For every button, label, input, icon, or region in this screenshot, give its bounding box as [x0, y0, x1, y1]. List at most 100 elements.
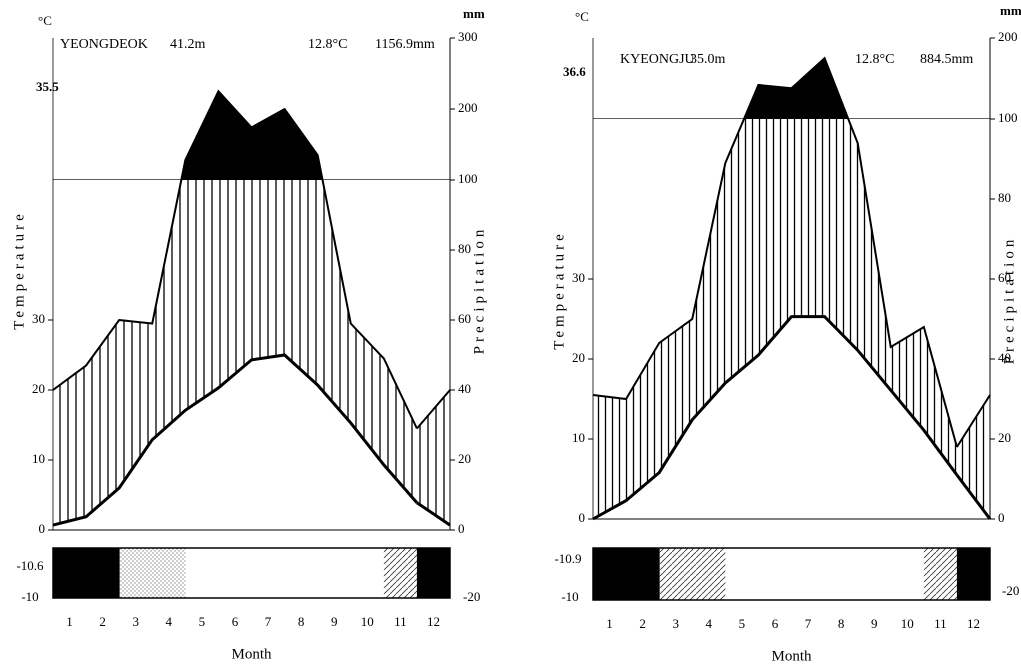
y-tick-label: 0 [579, 510, 586, 525]
frost-month [53, 548, 87, 598]
wrap-segment [416, 501, 451, 527]
max-temp: 36.6 [563, 64, 586, 79]
y2-tick-label: 80 [458, 241, 471, 256]
wrap-segment [956, 394, 991, 448]
frost-month [416, 548, 451, 598]
frost-temp-label: -10 [21, 589, 38, 604]
frost-month [350, 548, 385, 598]
temp-unit: °C [38, 13, 52, 28]
y-axis-title: Temperature [551, 230, 567, 350]
y2-tick-label: 200 [458, 100, 478, 115]
y-tick-label: 20 [572, 350, 585, 365]
perhumid-area [53, 91, 450, 180]
min-temp: -10.6 [16, 558, 44, 573]
precipitation-line [52, 89, 418, 429]
humid-area [593, 119, 990, 519]
frost-month [923, 548, 958, 600]
frost-month [758, 548, 792, 600]
frost-month [317, 548, 352, 598]
x-tick-label: 4 [706, 616, 713, 631]
y2-tick-label: 80 [998, 190, 1011, 205]
y2-tick-label: 20 [458, 451, 471, 466]
x-axis-title: Month [231, 646, 272, 662]
x-tick-label: 1 [66, 614, 73, 629]
y2-axis-title: Precipitation [471, 226, 487, 355]
max-temp: 35.5 [36, 79, 59, 94]
x-tick-label: 9 [871, 616, 878, 631]
x-tick-label: 10 [361, 614, 374, 629]
frost-month [119, 548, 153, 598]
header-mean-temp: 12.8°C [308, 37, 347, 52]
x-tick-label: 11 [394, 614, 407, 629]
frost-month [626, 548, 660, 600]
temperature-line [592, 315, 959, 521]
y-tick-label: 10 [572, 430, 585, 445]
precipitation-line [592, 56, 958, 448]
x-tick-label: 3 [132, 614, 139, 629]
header-elevation: 41.2m [170, 37, 206, 52]
frost-month [956, 548, 991, 600]
frost-month [383, 548, 418, 598]
y2-tick-label: 20 [998, 430, 1011, 445]
y2-tick-label: 40 [458, 381, 471, 396]
frost-month [659, 548, 693, 600]
y-tick-label: 0 [39, 521, 46, 536]
frost-month [185, 548, 219, 598]
x-tick-label: 1 [606, 616, 613, 631]
header-station: KYEONGJU [620, 52, 695, 67]
x-tick-label: 7 [265, 614, 272, 629]
frost-month [791, 548, 826, 600]
header-annual-precip: 884.5mm [920, 52, 973, 67]
x-tick-label: 8 [298, 614, 305, 629]
y-tick-label: 20 [32, 381, 45, 396]
header-elevation: 35.0m [690, 52, 726, 67]
frost-month [251, 548, 286, 598]
x-tick-label: 6 [772, 616, 779, 631]
y2-tick-label: 60 [458, 311, 471, 326]
x-tick-label: 2 [99, 614, 106, 629]
frost-month [86, 548, 120, 598]
y-tick-label: 10 [32, 451, 45, 466]
x-tick-label: 11 [934, 616, 947, 631]
header-station: YEONGDEOK [60, 37, 148, 52]
temp-unit: °C [575, 9, 589, 24]
x-tick-label: 5 [739, 616, 746, 631]
x-axis-title: Month [771, 648, 812, 664]
frost-month [824, 548, 859, 600]
x-tick-label: 10 [901, 616, 914, 631]
y2-tick-label: 100 [998, 110, 1018, 125]
wrap-segment [955, 474, 992, 520]
frost-month [725, 548, 759, 600]
frost-month [890, 548, 925, 600]
x-tick-label: 9 [331, 614, 338, 629]
precip-unit: mm [1000, 3, 1021, 18]
header-mean-temp: 12.8°C [855, 52, 894, 67]
frost-temp-label: -10 [561, 589, 578, 604]
y2-axis-title: Precipitation [1001, 236, 1017, 365]
frost-month [152, 548, 186, 598]
y2-tick-label: 40 [998, 350, 1011, 365]
x-tick-label: 7 [805, 616, 812, 631]
precip-unit: mm [463, 6, 485, 21]
y-tick-label: 30 [572, 270, 585, 285]
header-annual-precip: 1156.9mm [375, 37, 435, 52]
frost-bar-frame [592, 547, 991, 601]
y2-tick-label: 300 [458, 29, 478, 44]
y-tick-label: 30 [32, 311, 45, 326]
x-tick-label: 12 [967, 616, 980, 631]
frost-month [593, 548, 627, 600]
x-tick-label: 6 [232, 614, 239, 629]
frost-bar-frame [52, 547, 451, 599]
y2-tick-label: 60 [998, 270, 1011, 285]
y2-tick-label: 0 [458, 521, 465, 536]
frost-month [692, 548, 726, 600]
frost-month [218, 548, 252, 598]
min-temp: -10.9 [554, 551, 581, 566]
y-axis-title: Temperature [11, 210, 27, 330]
frost-precip-label: -20 [1002, 583, 1019, 598]
x-tick-label: 8 [838, 616, 845, 631]
x-tick-label: 5 [199, 614, 206, 629]
frost-month [284, 548, 319, 598]
temperature-line [52, 353, 419, 527]
